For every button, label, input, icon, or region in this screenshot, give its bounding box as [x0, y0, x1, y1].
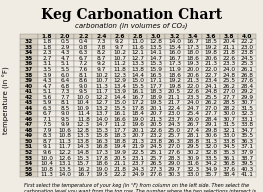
Text: First select the temperature of your keg (in °F) from column on the left side. T: First select the temperature of your keg… — [24, 183, 256, 192]
Text: Keg Carbonation Chart: Keg Carbonation Chart — [41, 8, 222, 22]
Text: carbonation (in volumes of CO₂): carbonation (in volumes of CO₂) — [75, 22, 188, 29]
Text: temperature (in °F): temperature (in °F) — [3, 66, 10, 134]
